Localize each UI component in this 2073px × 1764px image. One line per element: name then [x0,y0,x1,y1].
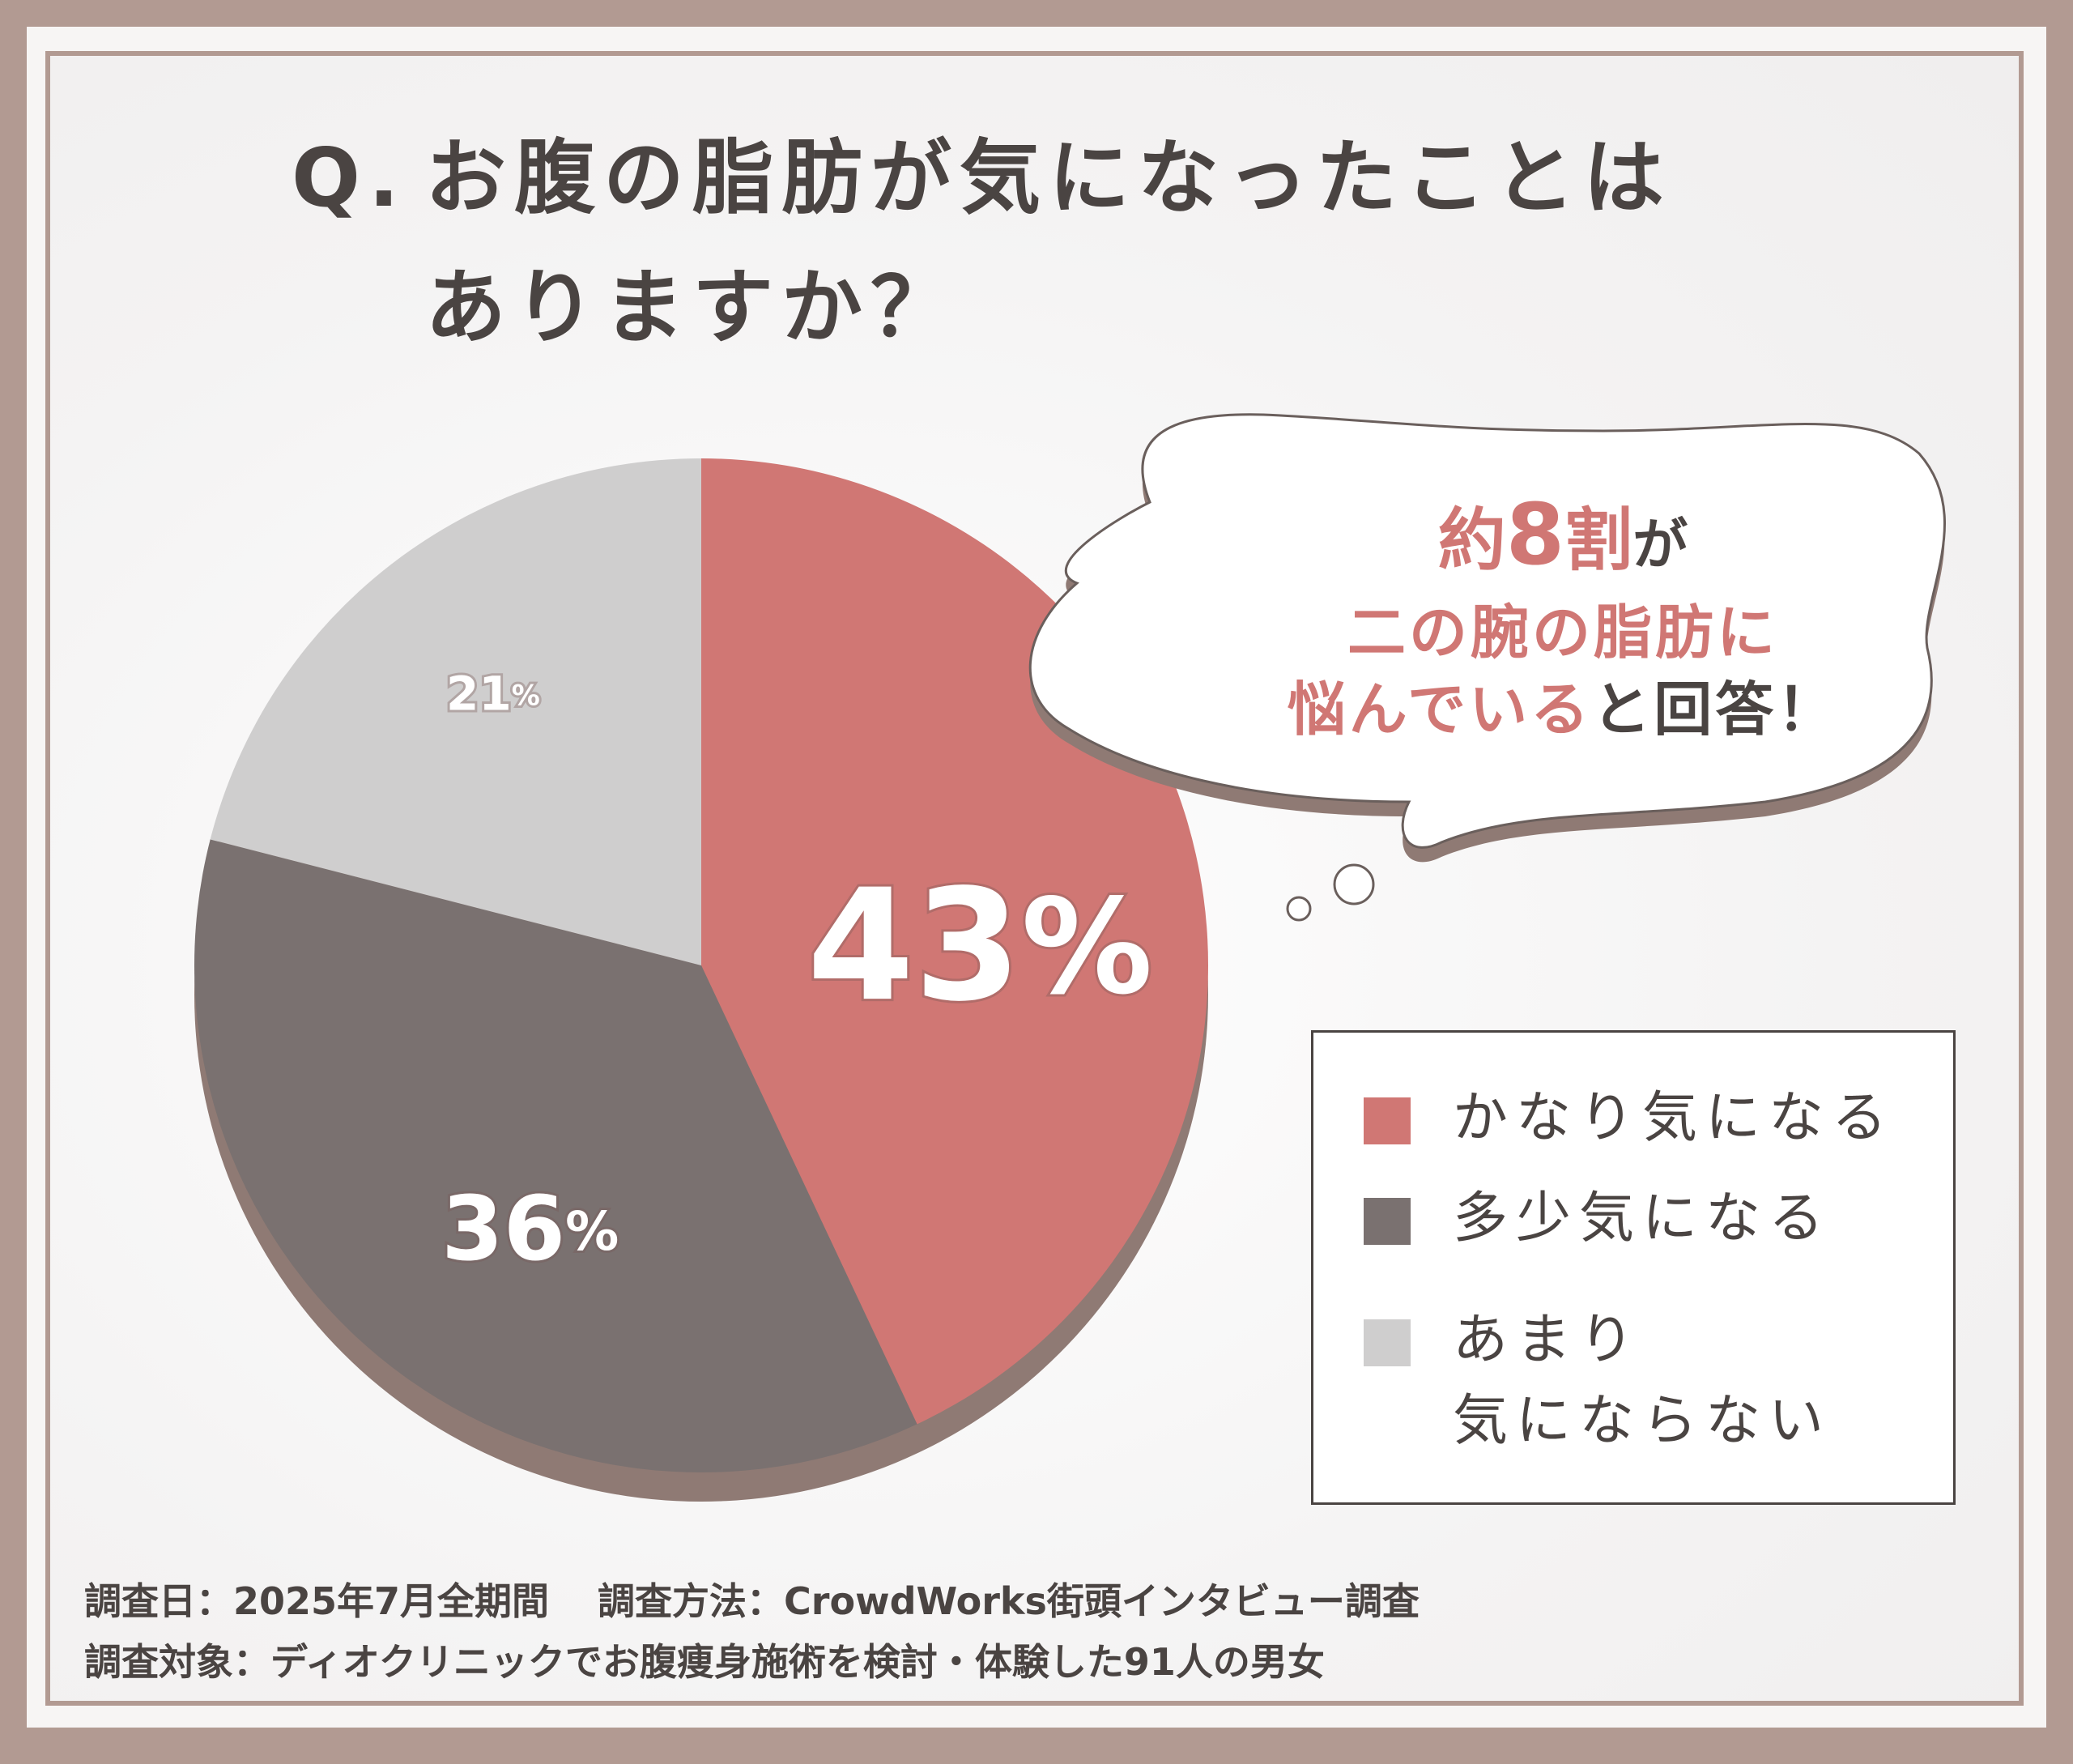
pie-label-2: 36% [441,1177,619,1280]
callout-line-1: 約8割が [1117,486,2008,594]
callout-word-wari: 割 [1564,501,1633,580]
callout-word-yaku: 約 [1437,501,1506,580]
question-title: Q. お腹の脂肪が気になったことは ありますか？ [292,113,1830,373]
pie-label-1: 43% [807,856,1153,1035]
question-line-2: ありますか？ [425,260,960,355]
survey-date: 調査日：2025年7月全期間 [84,1579,550,1623]
pie-slice-3 [210,458,701,965]
thought-dot-large [1333,863,1375,905]
legend-label-2: 多少気になる [1453,1187,1832,1251]
legend-swatch-3 [1364,1319,1411,1366]
callout-line-3-highlight: 悩んでいる [1287,675,1593,744]
footer-line-1: 調査日：2025年7月全期間 調査方法：CrowdWorks街頭インタビュー調査 [84,1571,1947,1632]
survey-footer: 調査日：2025年7月全期間 調査方法：CrowdWorks街頭インタビュー調査 … [84,1571,1947,1693]
legend-swatch-1 [1364,1097,1411,1144]
legend-item-3: あまり 気にならない [1364,1300,1906,1462]
legend-label-1: かなり気になる [1453,1086,1896,1150]
legend-item-2: 多少気になる [1364,1178,1906,1259]
pie-labels: 43% 36% 21% [439,664,1155,1284]
callout-word-ga: が [1632,513,1688,577]
callout-line-3: 悩んでいると回答！ [1117,671,2008,748]
speech-bubble [1028,413,1946,922]
question-prefix: Q. [292,130,407,225]
survey-target: 調査対象：ディオクリニックでお腹痩身施術を検討・体験した91人の男女 [84,1640,1325,1684]
callout-text: 約8割が 二の腕の脂肪に 悩んでいると回答！ [1117,486,2008,748]
question-line-1: お腹の脂肪が気になったことは [425,130,1672,225]
pie-slice-2 [194,839,917,1472]
legend-item-1: かなり気になる [1364,1078,1906,1159]
legend: かなり気になる 多少気になる あまり 気にならない [1311,1030,1956,1505]
speech-bubble-body [1028,413,1946,849]
survey-method: 調査方法：CrowdWorks街頭インタビュー調査 [598,1579,1420,1623]
pie-label-3: 21% [446,667,540,722]
legend-label-3: あまり 気にならない [1453,1308,1832,1453]
callout-line-3-rest: と回答！ [1592,675,1839,744]
legend-swatch-2 [1364,1198,1411,1245]
callout-number: 8 [1505,485,1565,584]
callout-line-2: 二の腕の脂肪に [1347,599,1778,667]
thought-dot-small [1286,896,1312,922]
